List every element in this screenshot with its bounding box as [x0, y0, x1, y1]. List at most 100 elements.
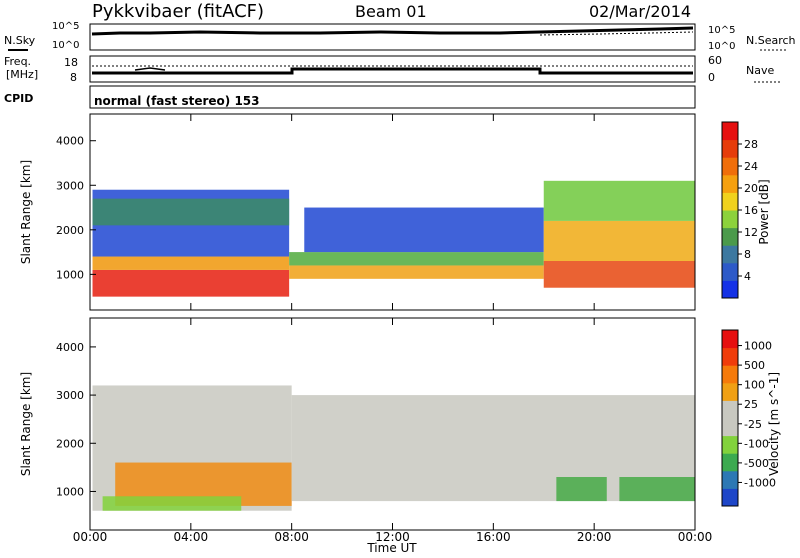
power-colorbar-tick-label-0: 4	[744, 270, 751, 283]
beam-title: Beam 01	[355, 2, 427, 21]
velocity-colorbar-tick-label-7: -1000	[744, 476, 776, 489]
velocity-colorbar-tick-label-5: -100	[744, 437, 769, 450]
power-ytick-label-3000: 3000	[56, 179, 84, 192]
power-ylabel: Slant Range [km]	[19, 160, 33, 264]
nsky-panel: N.Sky 10^5 10^0 10^5 10^0 N.Search	[4, 21, 796, 52]
power-band-4	[289, 265, 544, 279]
power-colorbar-swatch-5	[722, 192, 738, 211]
velocity-colorbar-swatch-3	[722, 435, 738, 454]
time-tick-label-4: 16:00	[476, 530, 511, 544]
power-colorbar-label: Power [dB]	[757, 179, 771, 244]
power-band-7	[543, 261, 695, 288]
nsky-tick-high: 10^5	[52, 21, 79, 32]
power-colorbar-swatch-8	[722, 139, 738, 158]
velocity-colorbar-swatch-6	[722, 382, 738, 401]
freq-tick-high: 18	[64, 56, 78, 69]
velocity-colorbar-frame	[721, 329, 739, 507]
power-colorbar-swatch-6	[722, 174, 738, 193]
power-colorbar-tick-label-2: 12	[744, 226, 758, 239]
power-yaxis: 1000 2000 3000 4000	[56, 135, 96, 281]
velocity-colorbar-tick-label-3: 25	[744, 398, 758, 411]
freq-tick-low: 8	[70, 71, 77, 84]
nave-tick-high: 60	[708, 54, 722, 67]
power-band-6	[304, 207, 544, 253]
velocity-ytick-label-4000: 4000	[56, 341, 84, 354]
power-band-8	[543, 220, 695, 261]
power-colorbar: 4 8 12 16 20 24 28	[721, 121, 758, 299]
power-band-3	[92, 198, 290, 226]
velocity-colorbar-tick-label-6: -500	[744, 457, 769, 470]
time-axis-labels: 00:00 04:00 08:00 12:00 16:00 20:00 00:00	[73, 530, 713, 544]
nave-tick-low: 0	[708, 71, 715, 84]
power-colorbar-swatch-9	[722, 122, 738, 141]
power-colorbar-swatch-3	[722, 227, 738, 246]
cpid-text: normal (fast stereo) 153	[94, 94, 260, 108]
cpid-frame	[89, 85, 696, 109]
power-band-5	[289, 252, 544, 266]
velocity-colorbar-swatch-1	[722, 470, 738, 489]
time-tick-label-3: 12:00	[375, 530, 410, 544]
velocity-colorbar-tick-label-2: 100	[744, 379, 765, 392]
velocity-ytick-label-3000: 3000	[56, 389, 84, 402]
power-band-9	[543, 180, 695, 221]
velocity-band-4	[556, 477, 607, 502]
power-ytick-label-2000: 2000	[56, 224, 84, 237]
velocity-colorbar: 1000 500 100 25 -25 -100 -500 -1000	[721, 329, 776, 507]
power-colorbar-swatch-1	[722, 262, 738, 281]
velocity-colorbar-label: Velocity [m s^-1]	[767, 372, 781, 476]
date-title: 02/Mar/2014	[589, 2, 691, 21]
nsearch-line	[539, 31, 694, 36]
velocity-plot-area	[92, 385, 695, 511]
station-title: Pykkvibaer (fitACF)	[92, 1, 264, 22]
freq-frame	[89, 55, 696, 83]
power-colorbar-tick-label-6: 28	[744, 138, 758, 151]
nave-label: Nave	[746, 64, 774, 77]
nsearch-label: N.Search	[746, 34, 796, 47]
velocity-ylabel: Slant Range [km]	[19, 372, 33, 476]
time-tick-label-6: 00:00	[678, 530, 713, 544]
power-band-0	[92, 269, 290, 297]
power-colorbar-swatch-7	[722, 157, 738, 176]
cpid-panel: CPID normal (fast stereo) 153	[4, 85, 696, 109]
velocity-ytick-label-2000: 2000	[56, 437, 84, 450]
velocity-colorbar-swatch-5	[722, 400, 738, 419]
velocity-colorbar-tick-label-1: 500	[744, 359, 765, 372]
power-panel: 1000 2000 3000 4000 Slant Range [km] 4 8 12 16…	[19, 113, 771, 311]
power-ytick-label-4000: 4000	[56, 135, 84, 148]
power-colorbar-tick-label-1: 8	[744, 248, 751, 261]
nsky-label: N.Sky	[4, 34, 36, 47]
velocity-colorbar-swatch-8	[722, 347, 738, 366]
velocity-colorbar-swatch-7	[722, 365, 738, 384]
nsky-tick-low: 10^0	[52, 40, 79, 51]
velocity-colorbar-tick-label-4: -25	[744, 418, 762, 431]
velocity-yaxis: 1000 2000 3000 4000	[56, 341, 96, 498]
power-colorbar-tick-label-3: 16	[744, 204, 758, 217]
freq-line	[92, 67, 693, 75]
velocity-colorbar-swatch-4	[722, 418, 738, 437]
time-axis-title: Time UT	[366, 541, 417, 554]
power-plot-area	[92, 180, 695, 297]
velocity-xaxis	[89, 318, 696, 530]
time-tick-label-1: 04:00	[174, 530, 209, 544]
power-colorbar-swatch-4	[722, 210, 738, 229]
freq-label-1: Freq.	[4, 55, 31, 68]
power-band-1	[92, 256, 290, 270]
freq-label-2: [MHz]	[6, 68, 38, 81]
cpid-label: CPID	[4, 92, 33, 105]
velocity-band-5	[619, 477, 695, 502]
velocity-colorbar-swatch-0	[722, 488, 738, 507]
time-tick-label-0: 00:00	[73, 530, 108, 544]
power-ytick-label-1000: 1000	[56, 268, 84, 281]
freq-panel: Freq. [MHz] 18 8 60 0 Nave	[4, 54, 780, 84]
velocity-colorbar-swatch-2	[722, 453, 738, 472]
power-colorbar-tick-label-4: 20	[744, 182, 758, 195]
time-tick-label-2: 08:00	[274, 530, 309, 544]
nsearch-tick-low: 10^0	[708, 41, 735, 52]
velocity-panel: 1000 2000 3000 4000 Slant Range [km] 1000 50…	[19, 317, 781, 555]
power-colorbar-swatch-0	[722, 280, 738, 299]
nsky-line	[91, 26, 694, 36]
power-colorbar-tick-label-5: 24	[744, 160, 758, 173]
power-colorbar-swatch-2	[722, 245, 738, 264]
time-tick-label-5: 20:00	[577, 530, 612, 544]
nsearch-tick-high: 10^5	[708, 25, 735, 36]
